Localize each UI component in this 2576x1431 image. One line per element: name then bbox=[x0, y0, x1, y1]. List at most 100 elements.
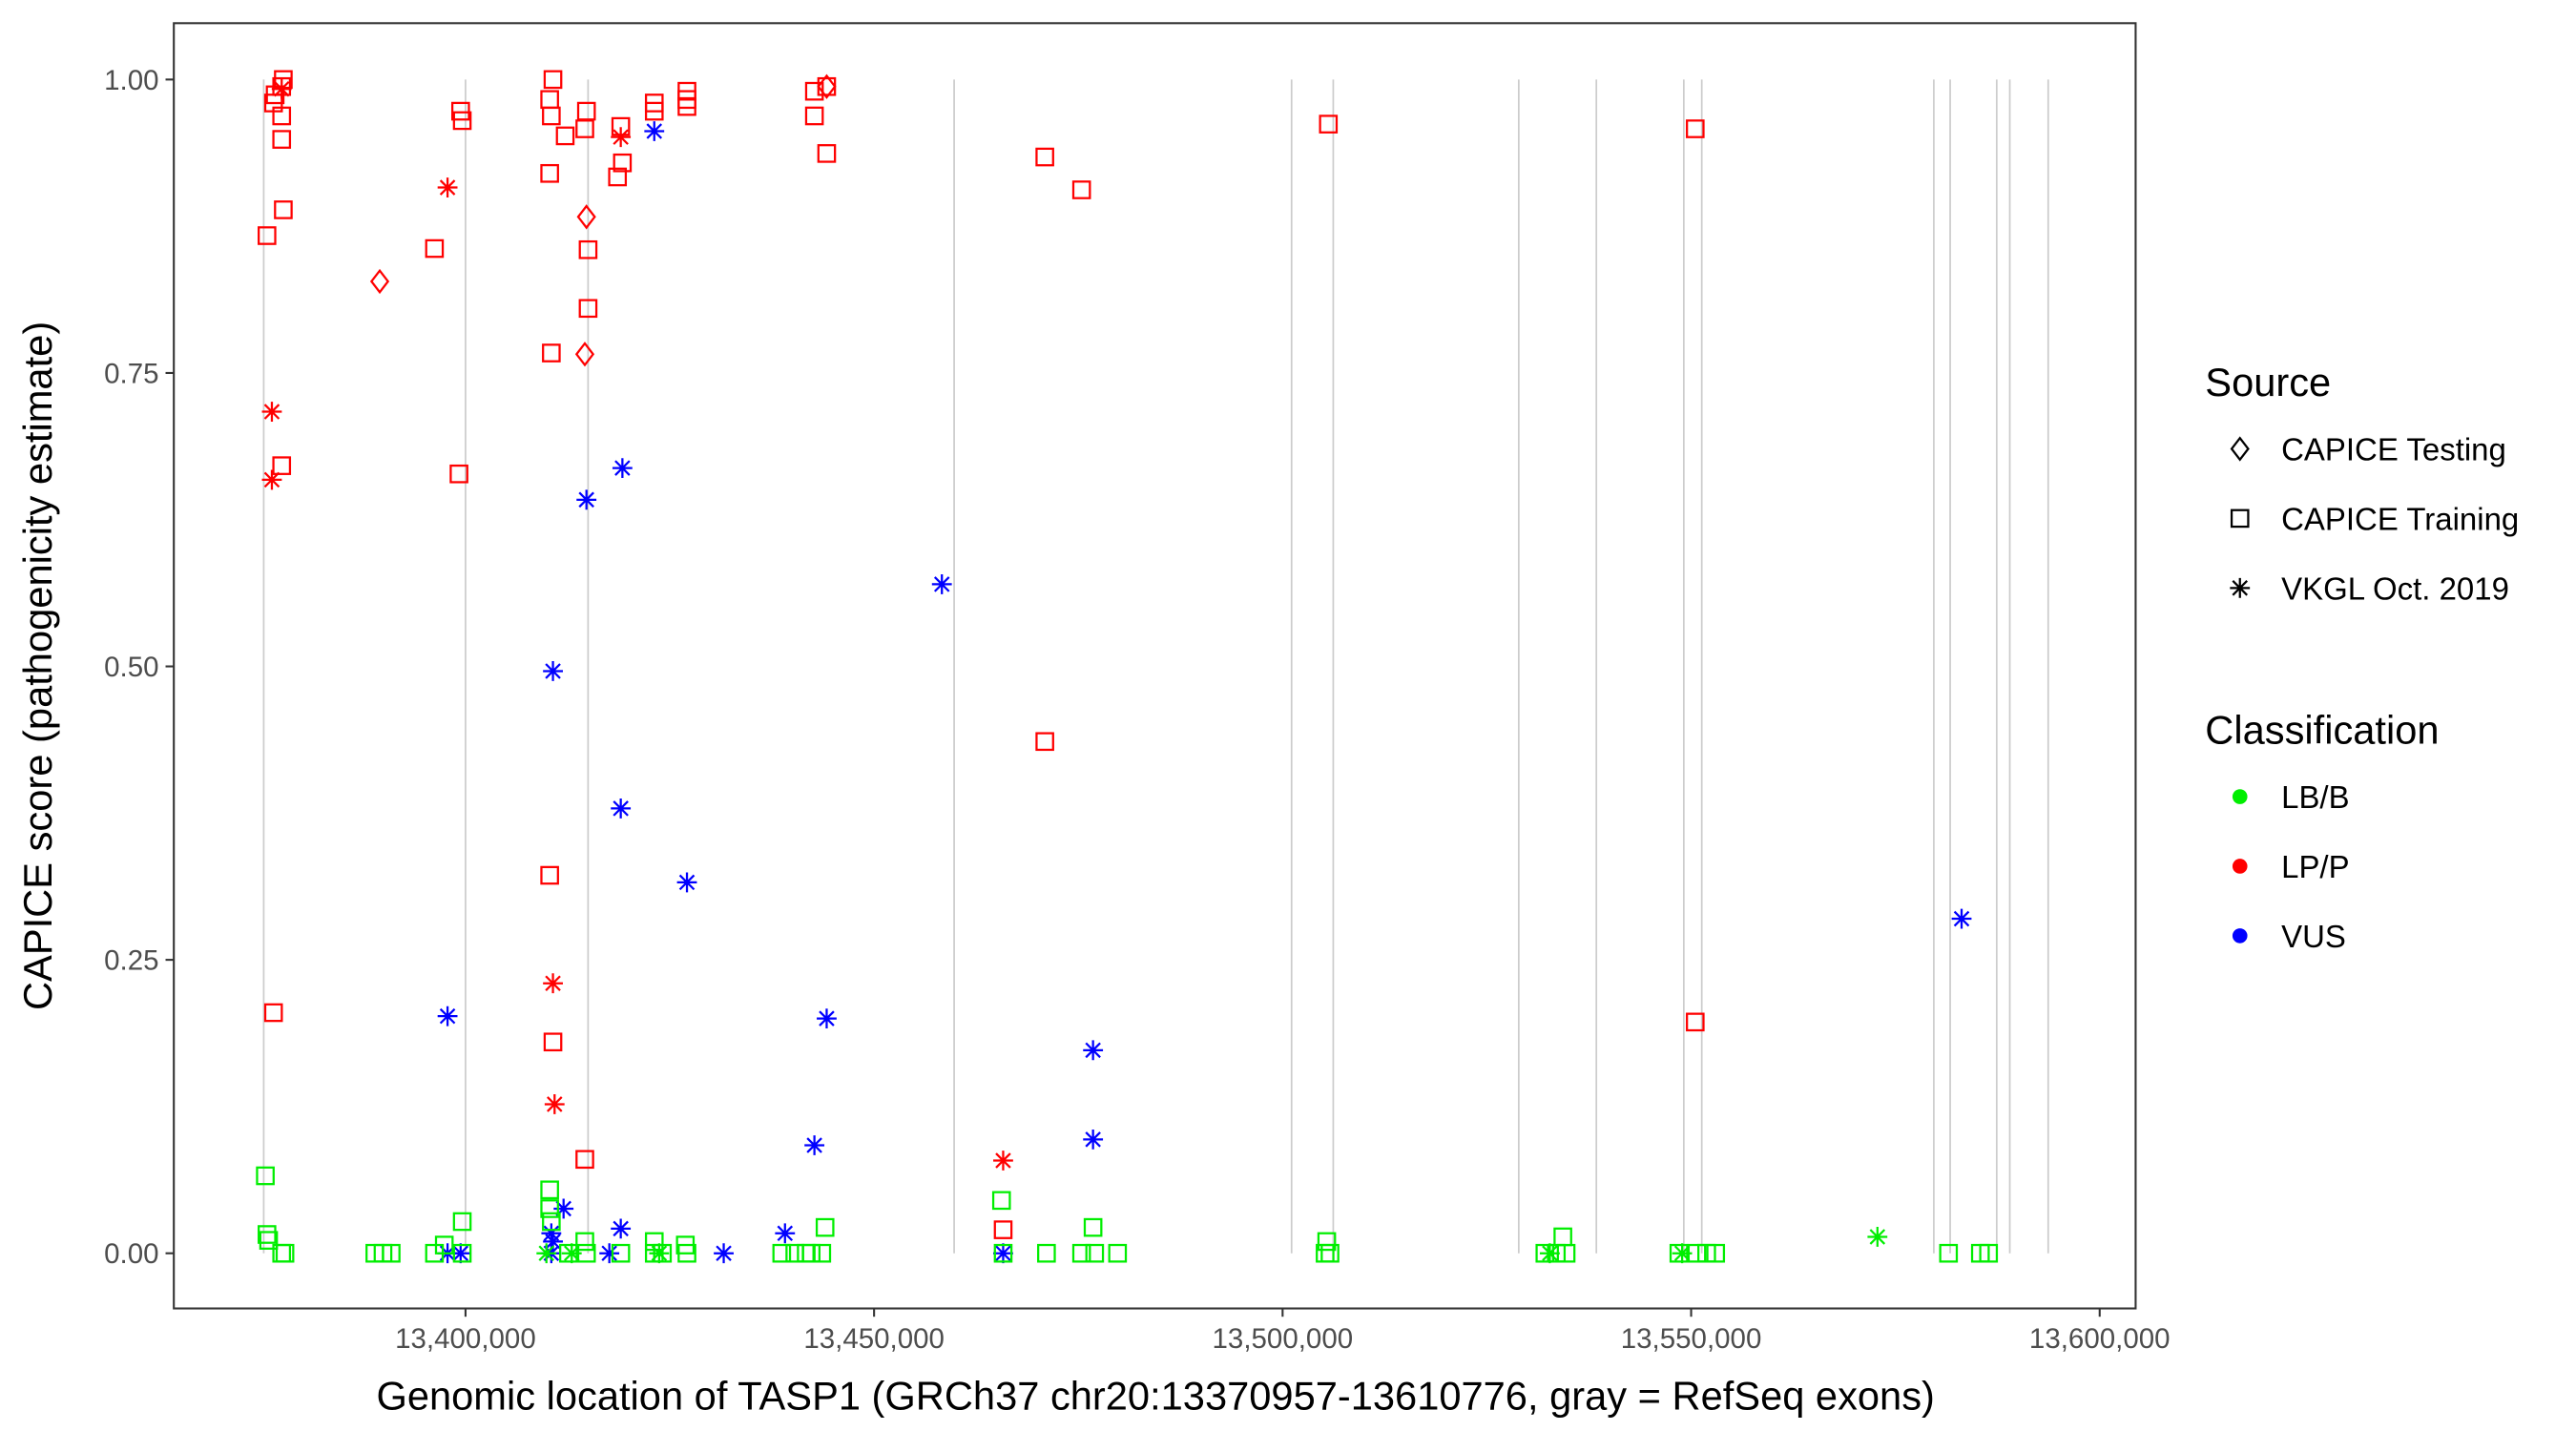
data-point bbox=[772, 1243, 792, 1263]
data-point bbox=[612, 458, 633, 479]
data-point bbox=[993, 1151, 1013, 1171]
data-point bbox=[450, 101, 470, 121]
data-point bbox=[993, 1243, 1013, 1264]
data-point bbox=[575, 119, 594, 138]
data-point bbox=[1706, 1243, 1726, 1263]
x-tick-label: 13,400,000 bbox=[395, 1323, 536, 1355]
data-point bbox=[817, 73, 837, 99]
legend-label: CAPICE Training bbox=[2281, 502, 2519, 537]
legend-item-source: CAPICE Testing bbox=[2230, 432, 2506, 467]
y-tick-label: 1.00 bbox=[104, 65, 158, 96]
data-point bbox=[540, 90, 559, 110]
data-point bbox=[801, 1243, 821, 1263]
x-axis: 13,400,000 13,450,000 13,500,000 13,550,000… bbox=[395, 1308, 2171, 1355]
data-point bbox=[1071, 1243, 1091, 1263]
data-point bbox=[425, 238, 445, 259]
data-point bbox=[993, 1220, 1013, 1239]
data-point bbox=[649, 1243, 670, 1264]
data-point bbox=[449, 464, 468, 484]
data-point bbox=[1035, 147, 1054, 167]
data-point bbox=[272, 130, 292, 149]
data-point bbox=[1319, 114, 1339, 134]
data-point bbox=[644, 121, 665, 141]
legend-classification-title: Classification bbox=[2205, 708, 2439, 753]
data-point bbox=[561, 1243, 582, 1264]
exon-lines bbox=[262, 79, 2049, 1254]
data-point bbox=[993, 1243, 1013, 1263]
data-point bbox=[555, 126, 575, 146]
legend-color-dot bbox=[2232, 789, 2248, 804]
data-point bbox=[574, 342, 595, 367]
data-point bbox=[1035, 732, 1054, 752]
data-point bbox=[1556, 1243, 1576, 1263]
data-point bbox=[452, 1243, 472, 1263]
data-point bbox=[272, 456, 292, 475]
data-point bbox=[775, 1223, 796, 1244]
data-point bbox=[578, 239, 598, 259]
data-point bbox=[543, 70, 563, 90]
legend-color-dot bbox=[2232, 928, 2248, 944]
x-axis-title: Genomic location of TASP1 (GRCh37 chr20:… bbox=[376, 1373, 1934, 1418]
data-point bbox=[553, 1198, 574, 1219]
data-point bbox=[258, 1225, 277, 1244]
data-point bbox=[576, 101, 596, 121]
data-point bbox=[1951, 908, 1972, 929]
legend-item-classification: LP/P bbox=[2232, 849, 2350, 884]
data-point bbox=[931, 573, 952, 594]
data-point bbox=[677, 1243, 696, 1263]
data-point bbox=[434, 1235, 454, 1255]
data-point bbox=[611, 1218, 632, 1239]
legend-item-classification: VUS bbox=[2232, 919, 2346, 954]
data-point bbox=[804, 1135, 825, 1155]
data-point bbox=[611, 1243, 631, 1263]
data-point bbox=[1867, 1227, 1888, 1247]
data-point bbox=[578, 299, 598, 319]
data-point bbox=[544, 1094, 565, 1114]
data-point bbox=[714, 1243, 734, 1264]
data-point bbox=[541, 1223, 562, 1244]
data-point bbox=[611, 127, 632, 148]
data-point bbox=[611, 798, 632, 819]
data-point bbox=[797, 1243, 816, 1263]
data-point bbox=[817, 76, 837, 96]
data-point bbox=[676, 872, 697, 893]
data-point bbox=[261, 469, 282, 490]
data-point bbox=[575, 1150, 594, 1170]
data-point bbox=[1083, 1040, 1104, 1061]
data-point bbox=[817, 1008, 837, 1029]
data-point bbox=[261, 402, 282, 422]
data-point bbox=[599, 1243, 620, 1264]
data-point bbox=[1539, 1243, 1560, 1264]
data-point bbox=[677, 96, 696, 116]
data-point bbox=[450, 1243, 471, 1264]
data-point bbox=[1085, 1243, 1105, 1263]
data-point bbox=[369, 268, 390, 295]
data-point bbox=[536, 1243, 557, 1264]
y-tick-label: 0.00 bbox=[104, 1238, 158, 1270]
x-tick-label: 13,500,000 bbox=[1213, 1323, 1354, 1355]
y-tick-label: 0.75 bbox=[104, 358, 158, 389]
data-point bbox=[540, 1199, 559, 1218]
legend-label: LB/B bbox=[2281, 779, 2349, 815]
data-point bbox=[259, 1231, 279, 1250]
y-axis: 0.00 0.25 0.50 0.75 1.00 bbox=[104, 65, 175, 1270]
x-tick-label: 13,450,000 bbox=[803, 1323, 945, 1355]
data-point bbox=[542, 1212, 561, 1232]
legend-source-title: Source bbox=[2205, 360, 2331, 404]
data-point bbox=[272, 106, 292, 126]
y-tick-label: 0.25 bbox=[104, 945, 158, 977]
data-point bbox=[1686, 119, 1705, 138]
data-point bbox=[437, 177, 458, 197]
data-point bbox=[576, 204, 596, 230]
data-point bbox=[575, 1232, 594, 1252]
data-point bbox=[543, 1032, 563, 1052]
x-tick-label: 13,550,000 bbox=[1621, 1323, 1762, 1355]
data-point bbox=[815, 1217, 835, 1237]
data-point bbox=[543, 973, 563, 994]
data-point bbox=[812, 1243, 832, 1263]
legend-label: CAPICE Testing bbox=[2281, 432, 2506, 467]
legend-item-classification: LB/B bbox=[2232, 779, 2350, 815]
x-tick-label: 13,600,000 bbox=[2029, 1323, 2171, 1355]
data-point bbox=[804, 106, 824, 126]
data-point bbox=[1939, 1243, 1959, 1263]
